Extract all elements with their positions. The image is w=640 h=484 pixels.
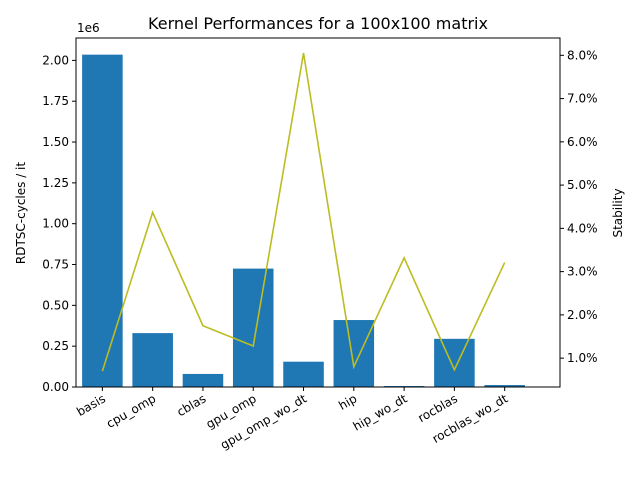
chart-title: Kernel Performances for a 100x100 matrix: [148, 14, 488, 33]
y2-tick-label: 7.0%: [567, 92, 598, 106]
bar: [434, 338, 475, 387]
bar: [283, 361, 324, 387]
bar: [82, 54, 123, 388]
y2-tick-label: 8.0%: [567, 48, 598, 62]
bars-layer: [82, 54, 525, 388]
y-tick-label: 1.00: [42, 217, 69, 231]
y-axis-label: RDTSC-cycles / it: [14, 162, 28, 265]
bar: [484, 385, 525, 387]
y-tick-label: 0.75: [42, 258, 69, 272]
plot-frame: [75, 37, 561, 388]
x-tick-label: hip_wo_dt: [351, 391, 410, 433]
x-tick-label: gpu_omp_wo_dt: [218, 391, 309, 452]
y2-tick-label: 4.0%: [567, 221, 598, 235]
bar: [182, 373, 224, 387]
bar: [333, 320, 375, 387]
y-tick-label: 0.00: [42, 380, 69, 394]
y-tick-label: 0.25: [42, 339, 69, 353]
y-tick-label: 1.50: [42, 135, 69, 149]
bar: [132, 333, 173, 387]
x-tick-label: cpu_omp: [104, 391, 158, 430]
bar: [232, 268, 274, 387]
y-tick-label: 2.00: [42, 53, 69, 67]
x-tick-label: cblas: [174, 391, 208, 419]
y2-tick-label: 2.0%: [567, 308, 598, 322]
stability-line: [101, 53, 506, 372]
y2-tick-label: 6.0%: [567, 135, 598, 149]
x-tick-label: basis: [74, 391, 108, 419]
y-tick-label: 1.75: [42, 94, 69, 108]
axes-layer: 0.00 0.25 0.50 0.75 1.00 1.25 1.50 1.75 2.00 1.0%…: [42, 37, 598, 452]
line-layer: [101, 53, 506, 372]
y2-tick-label: 5.0%: [567, 178, 598, 192]
y2-axis-label: Stability: [611, 188, 625, 237]
y-tick-label: 1.25: [42, 176, 69, 190]
x-tick-label: hip: [336, 391, 359, 412]
y2-tick-label: 1.0%: [567, 351, 598, 365]
y2-tick-label: 3.0%: [567, 265, 598, 279]
y-axis-offset-label: 1e6: [77, 21, 100, 35]
y-tick-label: 0.50: [42, 298, 69, 312]
